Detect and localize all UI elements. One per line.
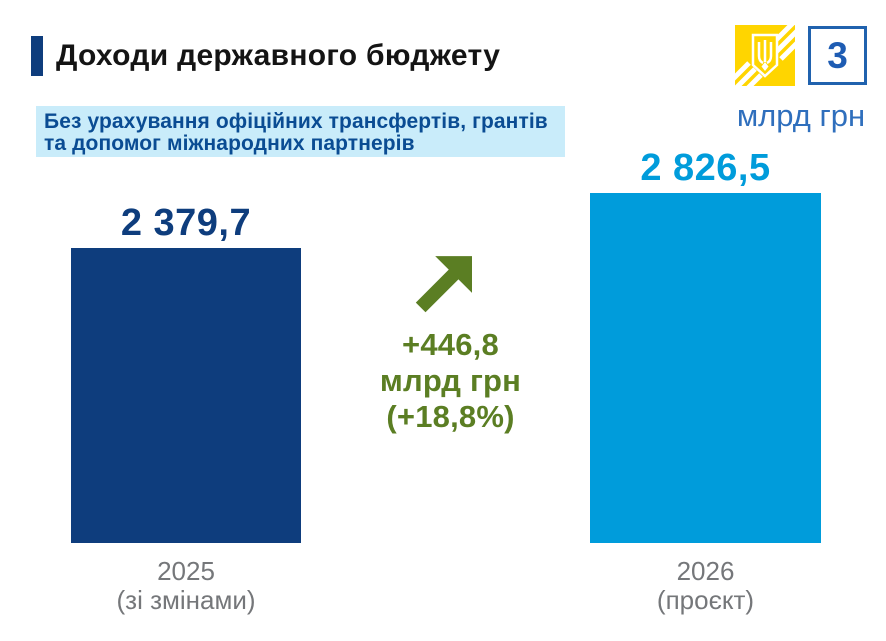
bar-group-2025: 2 379,7 (71, 203, 301, 543)
bar-value-2025: 2 379,7 (120, 202, 252, 244)
axis-note-2025: (зі змінами) (116, 585, 256, 615)
bar-value-2026: 2 826,5 (640, 147, 771, 189)
axis-year-2025: 2025 (157, 556, 215, 586)
slide-number-value: 3 (827, 34, 848, 76)
bar-2026 (590, 193, 821, 543)
title-row: Доходи державного бюджету (31, 36, 500, 76)
delta-percent: (+18,8%) (386, 399, 515, 434)
axis-note-2026: (проєкт) (656, 585, 755, 615)
subtitle-note-line-1: Без урахування офіційних трансфертів, гр… (44, 110, 548, 133)
delta-annotation: +446,8 млрд грн (+18,8%) (363, 327, 538, 435)
axis-year-2026: 2026 (676, 556, 735, 586)
delta-unit: млрд грн (379, 363, 522, 398)
growth-arrow-icon (415, 256, 472, 313)
ukraine-trident-icon (735, 25, 795, 86)
delta-value: +446,8 (402, 327, 499, 362)
unit-label: млрд грн (736, 98, 866, 133)
bar-2025 (71, 248, 301, 543)
bar-group-2026: 2 826,5 (590, 148, 821, 543)
slide-number-badge: 3 (808, 26, 867, 85)
axis-label-2025: 2025 (зі змінами) (71, 557, 301, 615)
subtitle-note-line-2: та допомог міжнародних партнерів (44, 132, 415, 155)
axis-label-2026: 2026 (проєкт) (590, 557, 821, 615)
title-accent-bar (31, 36, 43, 76)
page-title: Доходи державного бюджету (56, 39, 501, 72)
subtitle-note-box: Без урахування офіційних трансфертів, гр… (36, 106, 565, 157)
